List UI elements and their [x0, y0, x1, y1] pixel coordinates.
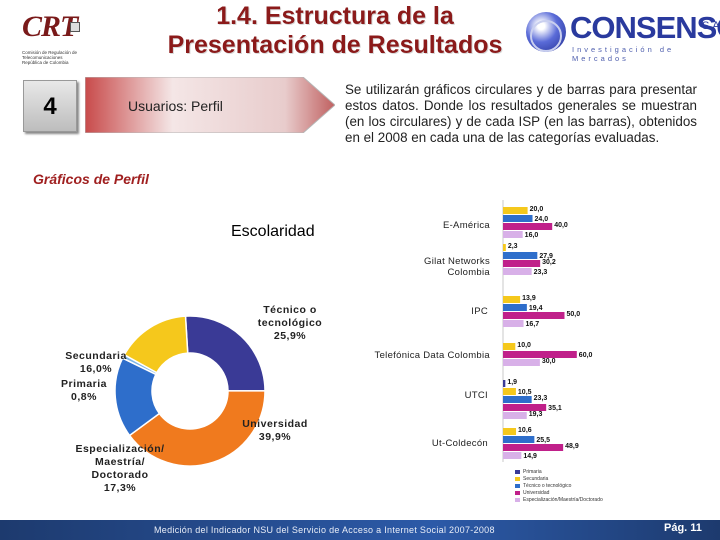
bar-telefonica-series-4 [503, 359, 540, 366]
bar-value-e-america-3: 40,0 [554, 222, 568, 229]
legend-swatch [515, 497, 520, 502]
legend-label: Primaria [523, 468, 542, 475]
legend-item: Secundaria [515, 475, 603, 482]
bar-utci-series-2 [503, 396, 532, 403]
bar-value-gilat-3: 30,2 [542, 259, 556, 266]
bar-value-utci-2: 23,3 [533, 395, 548, 402]
legend-swatch [515, 483, 520, 488]
bar-value-telefonica-1: 10,0 [517, 342, 531, 349]
pie-label-universidad: Universidad 39,9% [242, 418, 308, 443]
legend-label: Secundaria [523, 475, 549, 482]
bar-e-america-series-4 [503, 231, 523, 238]
legend-label: Especialización/Maestría/Doctorado [523, 496, 603, 503]
crt-logo-subtitle: Comisión de Regulación de Telecomunicaci… [22, 50, 78, 65]
bar-ut-coldecon-series-3 [503, 444, 564, 451]
bar-ut-coldecon-series-2 [503, 436, 535, 443]
bar-value-e-america-1: 20,0 [529, 206, 544, 213]
section-number: 4 [23, 80, 77, 132]
pie-slice-universidad [128, 390, 266, 467]
bar-value-utci-4: 19,3 [528, 411, 543, 418]
bar-value-telefonica-4: 30,0 [541, 358, 556, 365]
bar-ipc-series-4 [503, 320, 524, 327]
pie-label-tecnico: Técnico o tecnológico 25,9% [257, 304, 323, 342]
bar-value-utci-1: 10,5 [517, 389, 532, 396]
legend-swatch [515, 490, 520, 495]
globe-icon [526, 12, 566, 52]
bar-category-utci: UTCI [464, 390, 488, 401]
bar-value-ipc-2: 19,4 [528, 305, 543, 312]
crt-logo-badge-icon [70, 22, 80, 32]
legend-swatch [515, 469, 520, 474]
bar-value-gilat-4: 23,3 [533, 269, 548, 276]
bar-category-telefonica: Telefónica Data Colombia [374, 350, 490, 361]
bar-value-e-america-2: 24,0 [534, 216, 549, 223]
consenso-suffix: S.A [702, 20, 720, 32]
legend-item: Primaria [515, 468, 603, 475]
bar-e-america-series-2 [503, 215, 533, 222]
bar-value-ut-coldecon-3: 48,9 [565, 443, 579, 450]
legend-item: Técnico o tecnológico [515, 482, 603, 489]
legend-label: Técnico o tecnológico [523, 482, 572, 489]
bar-utci-series-1 [503, 388, 516, 395]
bar-ipc-series-3 [503, 312, 565, 319]
bar-gilat-series-4 [503, 268, 532, 275]
bar-value-utci-3: 35,1 [548, 405, 562, 412]
bar-telefonica-series-1 [503, 343, 516, 350]
bar-gilat-series-1 [503, 244, 506, 251]
section-subtitle: Gráficos de Perfil [33, 171, 149, 187]
consenso-brand: CONSENSO [570, 10, 720, 45]
bar-value-ipc-1: 13,9 [522, 295, 536, 302]
bar-ut-coldecon-series-1 [503, 428, 517, 435]
bar-gilat-series-3 [503, 260, 541, 267]
bar-value-gilat-1: 2,3 [507, 243, 518, 250]
bar-gilat-series-2 [503, 252, 538, 259]
section-arrow [85, 77, 335, 133]
bar-value-gilat-2: 27,9 [539, 253, 553, 260]
consenso-logo: CONSENSO S.A Investigación de Mercados [526, 8, 720, 63]
bar-value-ipc-3: 50,0 [566, 311, 581, 318]
section-label: Usuarios: Perfil [128, 98, 223, 114]
slide-title-line2: Presentación de Resultados [167, 31, 503, 59]
bar-e-america-series-3 [503, 223, 553, 230]
bar-utci-series-3 [503, 404, 547, 411]
slide-title-line1: 1.4. Estructura de la [216, 2, 454, 30]
slide-title: 1.4. Estructura de la Presentación de Re… [90, 2, 580, 60]
bar-value-ut-coldecon-1: 10,6 [518, 427, 532, 434]
footer-text: Medición del Indicador NSU del Servicio … [154, 525, 495, 535]
pie-label-especializacion: Especialización/ Maestría/ Doctorado 17,… [75, 443, 165, 494]
pie-label-secundaria: Secundaria 16,0% [65, 350, 127, 375]
bar-value-ut-coldecon-2: 25,5 [536, 437, 550, 444]
bar-ipc-series-1 [503, 296, 521, 303]
pie-chart-title: Escolaridad [231, 223, 315, 240]
footer-bar [0, 520, 720, 540]
bar-value-utci-0: 1,9 [507, 379, 518, 386]
pie-label-primaria: Primaria 0,8% [60, 378, 108, 403]
bar-ut-coldecon-series-4 [503, 452, 522, 459]
bar-chart-legend: Primaria Secundaria Técnico o tecnológico U… [515, 468, 603, 503]
bar-value-ipc-4: 16,7 [525, 321, 540, 328]
pie-slice-secundaria [123, 315, 189, 374]
consenso-tagline: Investigación de Mercados [572, 45, 675, 63]
bar-utci-series-4 [503, 412, 527, 419]
bar-category-e-america: E-América [442, 220, 490, 231]
page-number: Pág. 11 [664, 522, 702, 534]
bar-value-ut-coldecon-4: 14,9 [523, 453, 537, 460]
crt-logo-text: CRT [22, 10, 78, 43]
legend-item: Especialización/Maestría/Doctorado [515, 496, 603, 503]
bar-category-gilat: Gilat Networks Colombia [424, 256, 490, 278]
bar-telefonica-series-3 [503, 351, 577, 358]
bar-utci-series-0 [503, 380, 506, 387]
bar-category-ut-coldecon: Ut-Coldecón [431, 438, 488, 449]
bar-ipc-series-2 [503, 304, 527, 311]
legend-label: Universidad [523, 489, 550, 496]
section-description: Se utilizarán gráficos circulares y de b… [345, 82, 697, 145]
bar-e-america-series-1 [503, 207, 528, 214]
bar-value-telefonica-3: 60,0 [578, 352, 593, 359]
legend-swatch [515, 476, 520, 481]
bar-value-e-america-4: 16,0 [524, 232, 539, 239]
crt-logo: CRT Comisión de Regulación de Telecomuni… [8, 8, 128, 68]
legend-item: Universidad [515, 489, 603, 496]
bar-category-ipc: IPC [471, 306, 488, 317]
